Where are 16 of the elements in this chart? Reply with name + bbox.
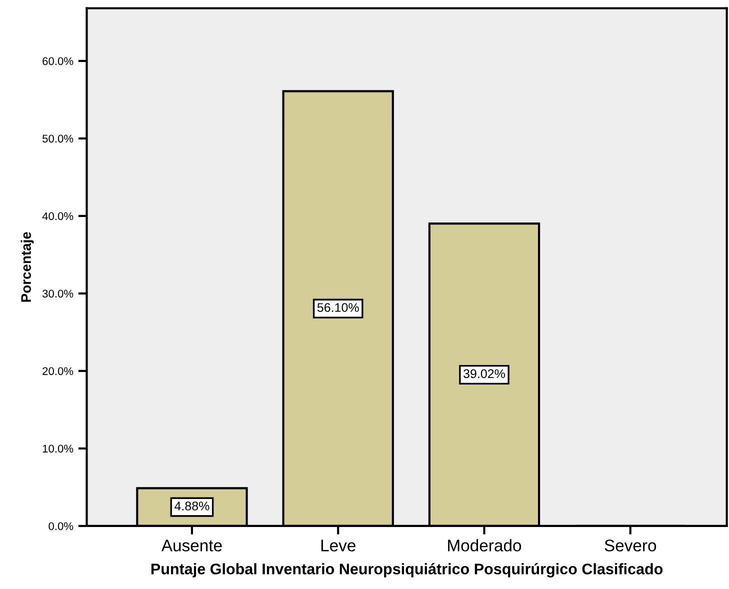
y-tick-label: 20.0% [42,367,74,376]
data-label: 56.10% [317,303,359,312]
y-tick-label: 0.0% [48,522,74,530]
x-tick-label: Leve [321,540,356,552]
data-label: 39.02% [464,369,505,378]
x-axis-title: Puntaje Global Inventario Neuropsiquiátrico Posquirúrgico Clasificado [151,563,663,578]
y-tick-label: 50.0% [42,134,74,143]
x-tick-label: Ausente [161,540,222,552]
y-axis-title: Porcentaje [20,232,34,302]
y-tick-label: 60.0% [42,57,74,66]
y-tick-label: 40.0% [42,212,74,220]
y-tick-label: 30.0% [42,290,74,298]
x-tick-label: Severo [604,540,656,552]
data-label: 4.88% [174,502,210,510]
x-tick-label: Moderado [448,539,522,552]
y-tick-label: 10.0% [42,444,74,453]
